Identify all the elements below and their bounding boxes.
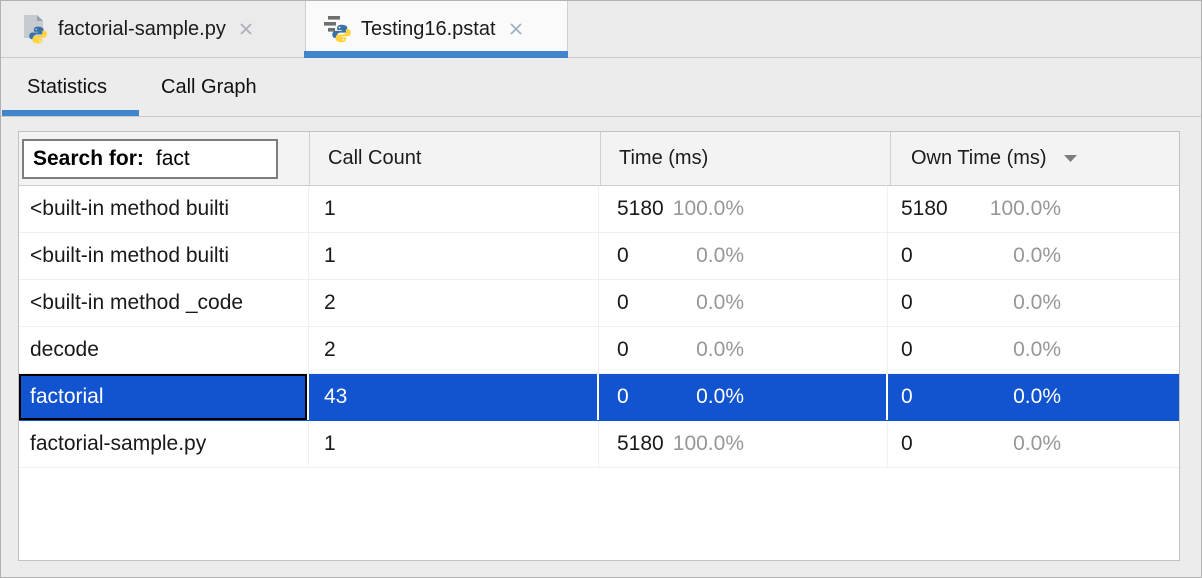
cell-time[interactable]: 0 0.0%	[599, 280, 888, 326]
cell-time[interactable]: 5180 100.0%	[599, 186, 888, 232]
search-label: Search for:	[33, 147, 144, 170]
tab-testing16-pstat[interactable]: Testing16.pstat	[305, 1, 568, 57]
tab-factorial-sample-py[interactable]: factorial-sample.py	[1, 1, 305, 57]
statistics-table: Search for: fact Call Count Time (ms) Ow…	[18, 131, 1180, 561]
cell-call-count[interactable]: 43	[309, 374, 599, 420]
cell-own-time[interactable]: 0 0.0%	[888, 374, 1179, 420]
search-value: fact	[155, 147, 190, 170]
active-tab-underline	[304, 51, 568, 58]
own-time-header-label: Own Time (ms)	[911, 147, 1047, 169]
table-row[interactable]: decode 2 0 0.0% 0 0.0%	[19, 327, 1179, 374]
cell-name[interactable]: <built-in method _code	[19, 280, 309, 326]
tab-call-graph[interactable]: Call Graph	[161, 76, 257, 98]
cell-call-count[interactable]: 1	[309, 421, 599, 467]
profiler-pstat-icon	[322, 14, 352, 44]
cell-name[interactable]: factorial	[19, 374, 309, 420]
table-header-row: Search for: fact Call Count Time (ms) Ow…	[19, 132, 1179, 186]
python-file-icon	[19, 14, 49, 44]
table-row[interactable]: factorial-sample.py 1 5180 100.0% 0 0.0%	[19, 421, 1179, 468]
cell-call-count[interactable]: 1	[309, 186, 599, 232]
table-row-selected[interactable]: factorial 43 0 0.0% 0 0.0%	[19, 374, 1179, 421]
search-input[interactable]: Search for: fact	[22, 139, 278, 179]
cell-time[interactable]: 0 0.0%	[599, 233, 888, 279]
cell-own-time[interactable]: 0 0.0%	[901, 244, 1061, 267]
table-empty-area	[19, 468, 1179, 560]
time-column-header[interactable]: Time (ms)	[600, 132, 890, 185]
cell-call-count[interactable]: 1	[309, 233, 599, 279]
cell-call-count[interactable]: 2	[309, 327, 599, 373]
cell-own-time[interactable]: 0 0.0%	[901, 338, 1061, 361]
cell-name[interactable]: decode	[19, 327, 309, 373]
cell-name[interactable]: <built-in method builti	[19, 186, 309, 232]
tab-label: Testing16.pstat	[361, 17, 496, 40]
view-tab-strip: Statistics Call Graph	[1, 58, 1201, 117]
tab-label: factorial-sample.py	[58, 17, 226, 40]
sort-desc-icon	[1063, 154, 1078, 163]
tab-statistics[interactable]: Statistics	[27, 76, 108, 98]
editor-tab-bar: factorial-sample.py Testing16.pstat	[1, 1, 1201, 58]
call-count-column-header[interactable]: Call Count	[309, 132, 600, 185]
cell-own-time[interactable]: 0 0.0%	[901, 291, 1061, 314]
table-row[interactable]: <built-in method _code 2 0 0.0% 0 0.0%	[19, 280, 1179, 327]
table-row[interactable]: <built-in method builti 1 5180 100.0% 518…	[19, 186, 1179, 233]
close-tab-icon[interactable]	[238, 21, 254, 37]
cell-own-time[interactable]: 5180 100.0%	[901, 197, 1061, 220]
cell-own-time[interactable]: 0 0.0%	[901, 432, 1061, 455]
table-row[interactable]: <built-in method builti 1 0 0.0% 0 0.0%	[19, 233, 1179, 280]
name-column-header: Search for: fact	[19, 132, 309, 185]
cell-call-count[interactable]: 2	[309, 280, 599, 326]
own-time-column-header[interactable]: Own Time (ms)	[890, 132, 1179, 185]
cell-time[interactable]: 5180 100.0%	[599, 421, 888, 467]
cell-time[interactable]: 0 0.0%	[599, 327, 888, 373]
cell-name[interactable]: factorial-sample.py	[19, 421, 309, 467]
cell-time[interactable]: 0 0.0%	[599, 374, 888, 420]
close-tab-icon[interactable]	[508, 21, 524, 37]
cell-name[interactable]: <built-in method builti	[19, 233, 309, 279]
active-view-tab-underline	[2, 110, 139, 116]
